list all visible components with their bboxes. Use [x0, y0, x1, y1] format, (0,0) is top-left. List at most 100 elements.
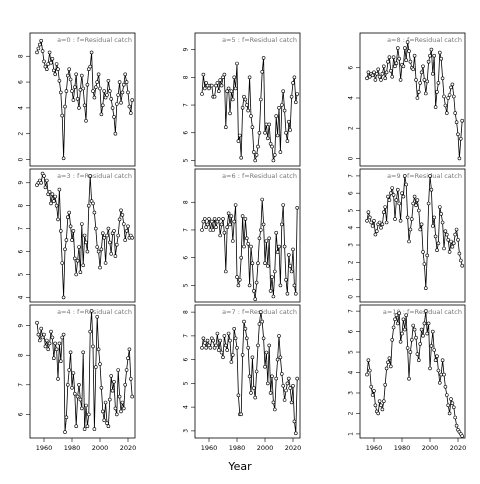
- panel-6-point: [404, 182, 409, 187]
- panel-9-point: [432, 348, 437, 352]
- panel-7-point: [94, 365, 98, 369]
- panel-1-point: [109, 97, 113, 101]
- panel-7-point: [57, 341, 62, 346]
- panel-7-point: [56, 377, 60, 381]
- panel-9-point: [390, 337, 395, 342]
- panel-4-point: [82, 233, 87, 238]
- panel-8-point: [293, 431, 298, 436]
- panel-1-point: [60, 113, 65, 118]
- panel-8-x-tick-label: 1960: [201, 444, 218, 452]
- panel-8-x-tick-label: 1980: [229, 444, 246, 452]
- panel-8-point: [285, 381, 290, 386]
- panel-1-point: [70, 89, 74, 93]
- panel-5-point: [246, 242, 250, 246]
- panel-8-y-tick-label: 4: [183, 405, 190, 409]
- panel-9-point: [388, 364, 393, 369]
- panel-1-point: [99, 112, 104, 117]
- panel-6-point: [430, 224, 435, 228]
- panel-9-point: [398, 339, 403, 344]
- panel-6-point: [366, 210, 371, 214]
- panel-5-point: [263, 261, 267, 266]
- panel-3-point: [440, 76, 445, 81]
- panel-9-point: [386, 360, 390, 365]
- panel-1-point: [39, 38, 44, 43]
- panel-5-point: [243, 217, 248, 221]
- panel-3-point: [422, 78, 427, 82]
- panel-1-point: [64, 89, 69, 93]
- panel-7-point: [130, 394, 134, 399]
- panel-7-point: [60, 335, 65, 340]
- panel-6-y-tick-label: 2: [348, 260, 355, 264]
- panel-4-point: [43, 185, 48, 190]
- panel-6-point: [425, 253, 430, 258]
- panel-6-point: [380, 222, 385, 227]
- panel-2-point: [275, 133, 280, 138]
- panel-9-point: [428, 366, 432, 371]
- panel-3-y-tick-label: 0: [348, 156, 355, 160]
- panel-1-point: [105, 93, 109, 97]
- panel-3-point: [407, 49, 411, 53]
- panel-1-point: [127, 104, 132, 109]
- panel-8-point: [268, 391, 273, 395]
- panel-7-point: [80, 406, 84, 411]
- panel-4-y-tick-label: 6: [18, 249, 25, 253]
- panel-8-point: [249, 391, 253, 395]
- panel-1-y-tick-label: 4: [18, 106, 25, 110]
- panel-5-point: [245, 236, 249, 241]
- panel-5-point: [203, 217, 207, 221]
- panel-5-point: [233, 203, 238, 207]
- panel-8-point: [205, 338, 210, 343]
- panel-4-y-tick-label: 5: [18, 272, 25, 276]
- panel-6-point: [460, 263, 465, 268]
- panel-4-point: [117, 217, 122, 222]
- panel-6-point: [390, 186, 395, 190]
- panel-1-point: [94, 85, 98, 89]
- panel-6-point: [451, 241, 456, 246]
- panel-9-point: [418, 342, 423, 346]
- panel-8-point: [218, 338, 222, 343]
- panel-5-point: [200, 228, 204, 232]
- panel-6-series-line: [366, 175, 463, 289]
- panel-3-point: [451, 94, 456, 99]
- panel-9-y-tick-label: 2: [348, 411, 355, 415]
- panel-1-point: [67, 67, 71, 71]
- panel-2-point: [207, 86, 211, 91]
- panel-6-point: [393, 217, 397, 221]
- panel-7-point: [81, 350, 85, 355]
- panel-2-point: [228, 111, 232, 116]
- panel-6-point: [373, 232, 378, 237]
- panel-7-point: [127, 347, 132, 352]
- panel-3-point: [370, 73, 375, 78]
- panel-8-point: [295, 376, 300, 381]
- panel-2-point: [243, 97, 248, 102]
- panel-9-point: [437, 380, 442, 385]
- panel-5-point: [228, 222, 232, 227]
- panel-2-point: [218, 78, 222, 82]
- panel-3-point: [442, 94, 446, 99]
- panel-1-point: [61, 156, 66, 161]
- panel-6-point: [433, 234, 438, 239]
- panel-2-point: [257, 131, 262, 135]
- panel-4-point: [70, 238, 74, 242]
- panel-1-point: [106, 79, 111, 83]
- panel-8-point: [289, 400, 294, 405]
- panel-9-y-tick-label: 4: [348, 370, 355, 374]
- panel-6-point: [435, 248, 439, 252]
- panel-6-point: [457, 251, 462, 256]
- panel-1-point: [95, 80, 99, 84]
- panel-7-point: [91, 344, 95, 349]
- panel-9-point: [397, 311, 402, 316]
- panel-5-point: [257, 236, 262, 241]
- panel-6-title: a=9 : f=Residual catch: [387, 172, 462, 180]
- panel-6-point: [458, 258, 463, 263]
- panel-5-point: [284, 277, 288, 282]
- panel-5-point: [292, 283, 297, 288]
- panel-2-point: [249, 114, 253, 118]
- panel-4-point: [91, 201, 95, 206]
- panel-9-point: [425, 331, 430, 336]
- panel-6-point: [418, 227, 423, 232]
- panel-9-point: [412, 327, 417, 332]
- panel-5-point: [239, 255, 243, 260]
- panel-2-point: [268, 142, 273, 146]
- panel-4-point: [74, 272, 78, 277]
